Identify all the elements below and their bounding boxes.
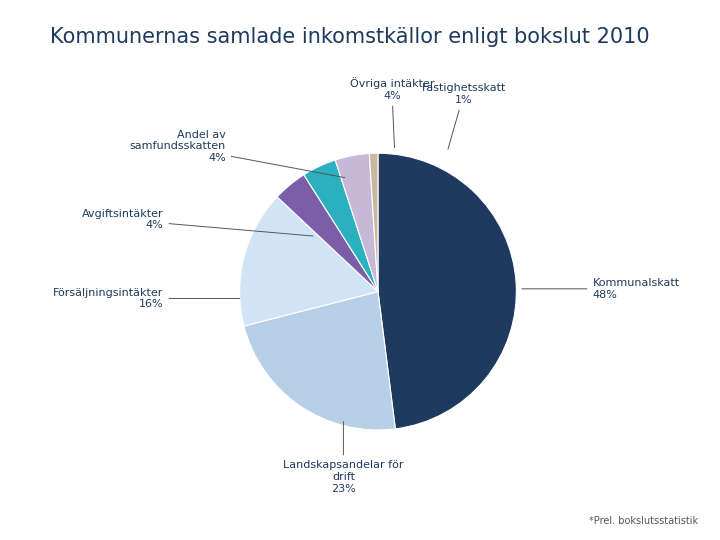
- Text: Försäljningsintäkter
16%: Försäljningsintäkter 16%: [53, 288, 240, 309]
- Wedge shape: [240, 197, 378, 326]
- Wedge shape: [304, 160, 378, 292]
- Wedge shape: [244, 292, 395, 430]
- Text: Andel av
samfundsskatten
4%: Andel av samfundsskatten 4%: [130, 130, 345, 178]
- Text: Övriga intäkter
4%: Övriga intäkter 4%: [350, 77, 434, 147]
- Text: Avgiftsintäkter
4%: Avgiftsintäkter 4%: [82, 209, 313, 236]
- Wedge shape: [369, 153, 378, 292]
- Text: Kommunalskatt
48%: Kommunalskatt 48%: [522, 278, 680, 300]
- Wedge shape: [336, 153, 378, 292]
- Wedge shape: [378, 153, 516, 429]
- Text: *Prel. bokslutsstatistik: *Prel. bokslutsstatistik: [589, 516, 698, 526]
- Text: Landskapsandelar för
drift
23%: Landskapsandelar för drift 23%: [283, 422, 404, 494]
- Wedge shape: [277, 175, 378, 292]
- Text: Fastighetsskatt
1%: Fastighetsskatt 1%: [422, 83, 506, 149]
- Text: Kommunernas samlade inkomstkällor enligt bokslut 2010: Kommunernas samlade inkomstkällor enligt…: [50, 27, 650, 47]
